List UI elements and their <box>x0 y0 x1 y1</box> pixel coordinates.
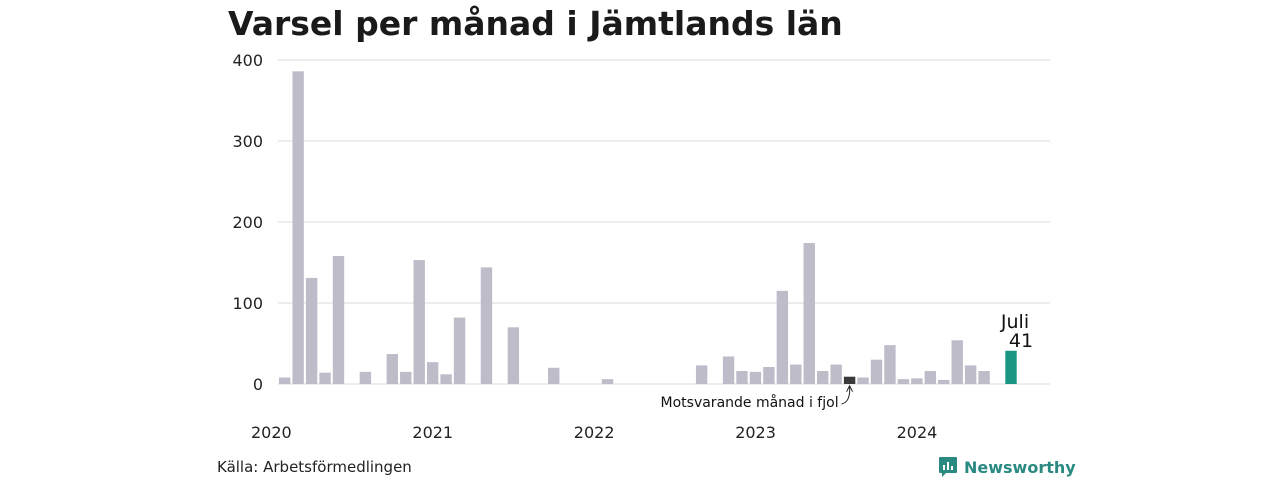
bar-2022-01 <box>601 379 614 384</box>
y-tick-label-400: 400 <box>232 51 263 70</box>
bar-2022-11 <box>736 371 748 384</box>
x-tick-label-2022: 2022 <box>574 423 615 442</box>
bar-2023-09 <box>870 359 883 384</box>
bar-2023-04 <box>803 243 815 384</box>
bar-2024-02 <box>938 379 950 384</box>
bar-2023-10 <box>884 345 896 384</box>
bar-2023-01 <box>763 366 775 384</box>
bar-2023-03 <box>790 364 802 384</box>
bar-2024-04 <box>964 365 977 384</box>
bar-2022-12 <box>749 371 762 384</box>
bar-2020-01 <box>279 377 291 384</box>
bar-2024-03 <box>951 340 963 384</box>
y-tick-label-100: 100 <box>232 294 263 313</box>
bar-2021-09 <box>548 367 560 384</box>
y-tick-label-200: 200 <box>232 213 263 232</box>
bar-2020-02 <box>292 71 304 384</box>
x-tick-label-2020: 2020 <box>251 423 292 442</box>
y-tick-label-0: 0 <box>253 375 263 394</box>
bar-2021-04 <box>480 267 493 384</box>
bar-2023-07 <box>843 376 856 384</box>
current-value-label: 41 <box>1009 330 1033 352</box>
bar-2020-07 <box>359 371 372 384</box>
bars <box>279 71 1017 384</box>
bar-2021-06 <box>507 327 520 384</box>
x-tick-label-2024: 2024 <box>897 423 938 442</box>
prior-year-annotation: Motsvarande månad i fjol <box>661 394 839 411</box>
bar-2023-06 <box>830 364 842 384</box>
bar-2020-04 <box>319 372 331 384</box>
bar-2024-07 <box>1005 350 1017 384</box>
newsworthy-logo-icon <box>939 457 957 477</box>
bar-2021-02 <box>453 317 466 384</box>
current-month-label: Juli <box>1000 311 1029 333</box>
bar-2023-11 <box>897 379 910 384</box>
bar-2020-10 <box>400 371 412 384</box>
bar-2020-12 <box>426 362 439 384</box>
bar-2022-08 <box>695 365 708 384</box>
chart-title: Varsel per månad i Jämtlands län <box>228 4 843 43</box>
gridlines <box>278 59 1050 385</box>
bar-2021-01 <box>440 374 452 384</box>
x-tick-label-2021: 2021 <box>412 423 453 442</box>
bar-2020-11 <box>413 260 425 384</box>
bar-2023-05 <box>817 371 829 384</box>
brand-name: Newsworthy <box>964 457 1076 477</box>
brand-logo: Newsworthy <box>938 456 1076 478</box>
bar-2020-03 <box>305 277 318 384</box>
y-tick-label-300: 300 <box>232 132 263 151</box>
annotation-arrowhead <box>846 384 854 392</box>
bar-2023-08 <box>857 377 869 384</box>
bar-2022-10 <box>722 356 735 384</box>
annotation-arrow <box>841 386 851 405</box>
bar-2024-01 <box>924 371 936 384</box>
x-tick-label-2023: 2023 <box>735 423 776 442</box>
bar-2023-02 <box>776 290 789 384</box>
bar-2024-05 <box>978 371 990 384</box>
bar-2020-05 <box>332 256 345 384</box>
source-note: Källa: Arbetsförmedlingen <box>217 458 412 476</box>
y-axis-ticks: 0 100 200 300 400 <box>232 51 263 394</box>
bar-2023-12 <box>911 378 923 384</box>
x-axis-ticks: 2020 2021 2022 2023 2024 <box>251 423 937 442</box>
bar-2020-09 <box>386 354 398 384</box>
